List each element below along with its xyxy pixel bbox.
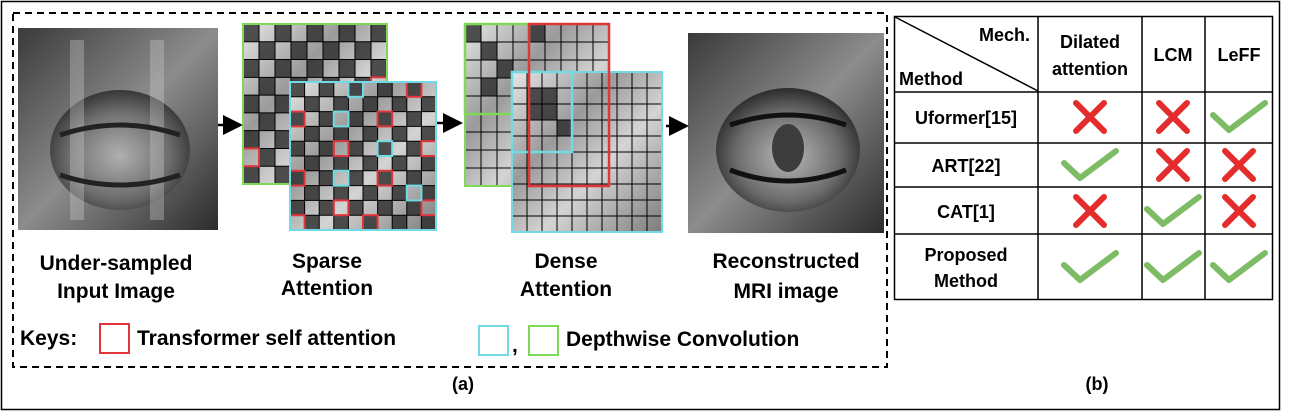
row-name-proposed-line2: Method <box>934 271 998 291</box>
check-icon <box>1061 148 1119 181</box>
panel-b-caption: (b) <box>1086 374 1109 394</box>
header-method: Method <box>899 69 963 89</box>
key-depthwise-label: Depthwise Convolution <box>566 328 799 351</box>
header-col-dilated-line2: attention <box>1052 59 1128 79</box>
key-separator: , <box>512 334 518 357</box>
sparse-grid-front <box>289 81 437 231</box>
comparison-table: Mech. Method Dilated attention LCM LeFF … <box>893 15 1274 301</box>
cross-icon <box>1073 194 1107 228</box>
table-marks <box>1061 100 1268 283</box>
row-name-art: ART[22] <box>931 156 1000 176</box>
input-label-line1: Under-sampled <box>40 252 193 275</box>
key-transformer-swatch <box>99 323 130 354</box>
dense-label-line2: Attention <box>520 278 612 301</box>
cross-icon <box>1073 100 1107 134</box>
panel-a-frame <box>12 12 888 368</box>
header-mech: Mech. <box>979 25 1030 45</box>
keys-prefix: Keys: <box>20 327 77 350</box>
cross-icon <box>1156 100 1190 134</box>
sparse-label-line1: Sparse <box>292 250 362 273</box>
check-icon <box>1210 250 1268 283</box>
check-icon <box>1210 100 1268 133</box>
dense-transformer-region <box>527 22 611 188</box>
cross-icon <box>1156 148 1190 182</box>
header-col-leff: LeFF <box>1218 45 1261 65</box>
panel-a-caption: (a) <box>452 374 474 394</box>
cross-icon <box>1222 148 1256 182</box>
output-label-line2: MRI image <box>733 280 838 303</box>
input-label-line2: Input Image <box>57 280 175 303</box>
header-col-lcm: LCM <box>1154 45 1193 65</box>
sparse-label-line2: Attention <box>281 277 373 300</box>
output-label-line1: Reconstructed <box>712 250 859 273</box>
attention-grids <box>242 22 663 233</box>
table-border <box>893 15 1274 301</box>
check-icon <box>1144 250 1202 283</box>
check-icon <box>1144 194 1202 227</box>
cross-icon <box>1222 194 1256 228</box>
key-transformer-label: Transformer self attention <box>137 327 396 350</box>
input-mri-image <box>18 28 218 230</box>
check-icon <box>1061 250 1119 283</box>
dense-label-line1: Dense <box>534 250 597 273</box>
row-name-cat: CAT[1] <box>937 202 995 222</box>
header-col-dilated-line1: Dilated <box>1060 32 1120 52</box>
header-diagonal <box>894 16 1039 92</box>
row-name-proposed-line1: Proposed <box>924 245 1007 265</box>
key-depthwise-cyan-swatch <box>478 325 509 356</box>
dense-grid-front <box>510 70 663 233</box>
reconstructed-mri-image <box>688 33 884 233</box>
row-name-uformer: Uformer[15] <box>915 108 1017 128</box>
key-depthwise-green-swatch <box>528 325 559 356</box>
